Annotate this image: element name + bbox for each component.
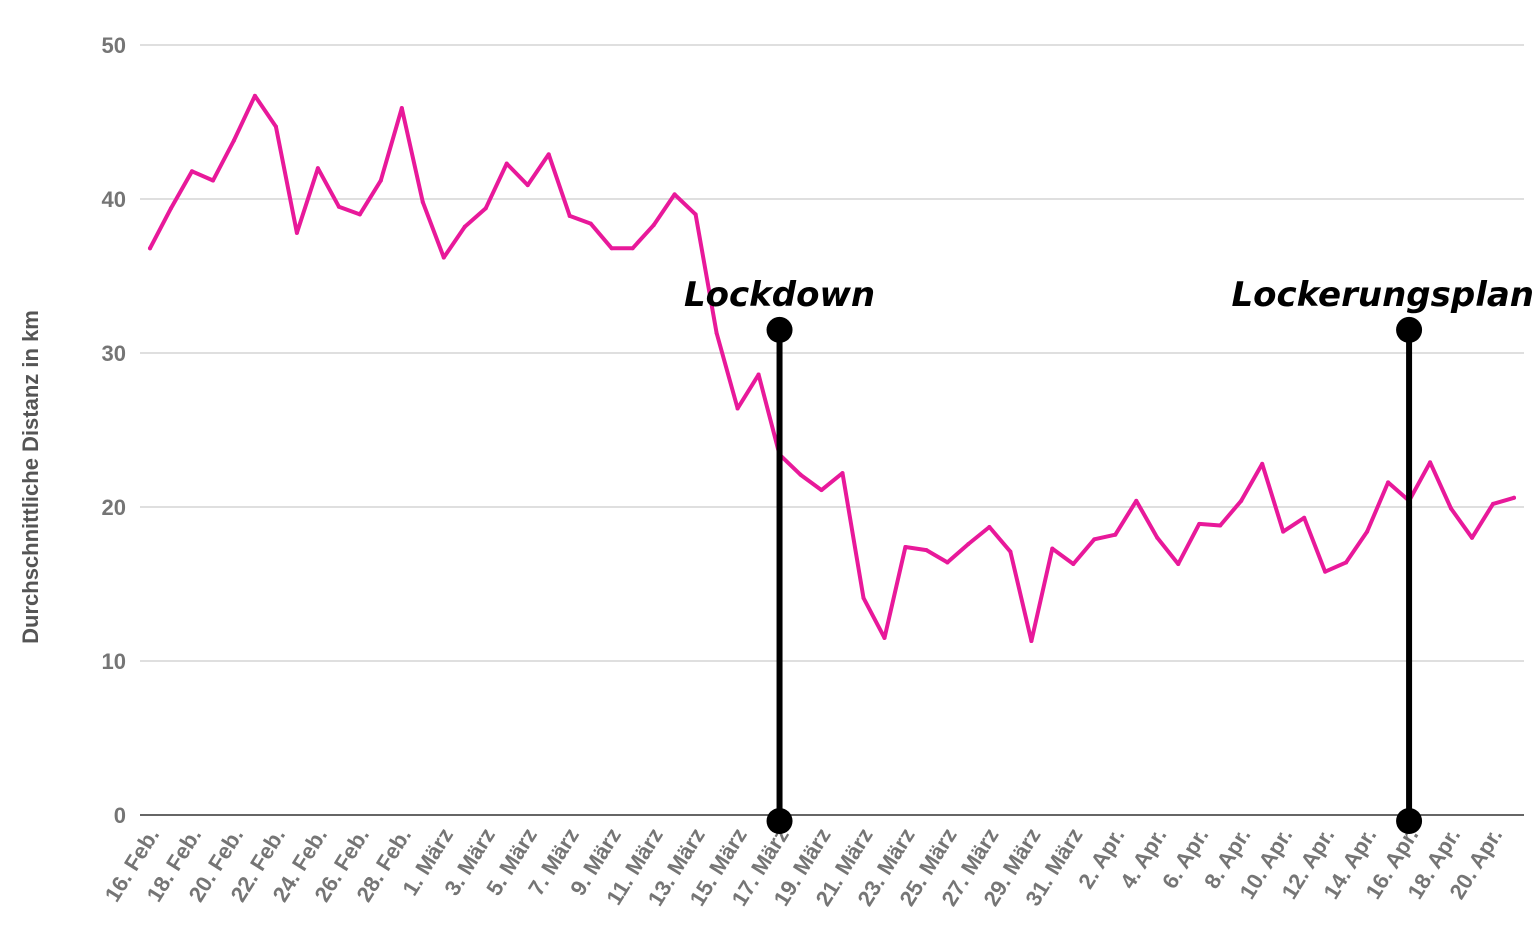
data-point [1113,532,1118,537]
y-axis-label: Durchschnittliche Distanz in km [18,310,43,644]
grid-lines [140,44,1524,816]
data-point [210,178,215,183]
data-point [546,152,551,157]
data-point [1155,535,1160,540]
data-point [441,255,446,260]
data-point [819,488,824,493]
data-point [588,221,593,226]
data-point [1449,506,1454,511]
data-point [798,472,803,477]
data-point [1323,569,1328,574]
data-point [1239,498,1244,503]
data-point [1386,480,1391,485]
data-point [1008,549,1013,554]
y-tick-label: 50 [102,33,126,58]
y-tick-label: 40 [102,187,126,212]
data-point [1071,561,1076,566]
y-tick-label: 0 [114,803,126,828]
data-point [1029,638,1034,643]
data-point [483,206,488,211]
annotation-marker-bottom [766,808,793,834]
data-point [1092,537,1097,542]
data-point [231,138,236,143]
data-point [882,635,887,640]
data-point [1176,561,1181,566]
data-point [966,541,971,546]
data-point [714,330,719,335]
series-line [148,93,1516,643]
data-point [252,93,257,98]
data-point [1302,515,1307,520]
x-axis-ticks: 16. Feb.18. Feb.20. Feb.22. Feb.24. Feb.… [100,823,1508,910]
data-point [1365,529,1370,534]
annotation-label: Lockdown [684,275,875,315]
data-point [651,223,656,228]
y-tick-label: 10 [102,649,126,674]
data-point [1470,535,1475,540]
data-point [336,204,341,209]
data-point [1050,546,1055,551]
annotation-marker-top [1396,316,1423,343]
data-point [840,471,845,476]
data-point [756,372,761,377]
data-point [693,212,698,217]
data-point [1197,521,1202,526]
data-point [987,525,992,530]
data-point [903,545,908,550]
annotation-label: Lockerungsplan [1231,275,1534,315]
data-point [294,230,299,235]
data-point [1281,529,1286,534]
data-point [630,246,635,251]
data-point [1344,560,1349,565]
data-point [420,200,425,205]
y-tick-label: 20 [102,495,126,520]
data-point [504,161,509,166]
data-point [273,124,278,129]
data-point [189,169,194,174]
data-point [924,548,929,553]
data-point [399,106,404,111]
annotations: Lockdown Lockerungsplan [684,275,1534,834]
data-point [567,213,572,218]
data-point [315,166,320,171]
annotation-marker-bottom [1396,808,1423,834]
y-axis-ticks: 0 10 20 30 40 50 [102,33,126,828]
series-layer [148,93,1516,643]
data-point [525,183,530,188]
data-point [1428,460,1433,465]
data-point [378,178,383,183]
data-point [1491,501,1496,506]
annotation-marker-top [766,316,793,343]
data-point [168,206,173,211]
data-point [1260,461,1265,466]
data-point [735,406,740,411]
data-point [1218,523,1223,528]
data-point [861,595,866,600]
data-point [945,560,950,565]
data-point [672,192,677,197]
data-point [357,212,362,217]
data-point [148,246,152,251]
y-tick-label: 30 [102,341,126,366]
data-point [1512,495,1516,500]
data-point [1134,498,1139,503]
data-point [462,224,467,229]
data-point [609,246,614,251]
